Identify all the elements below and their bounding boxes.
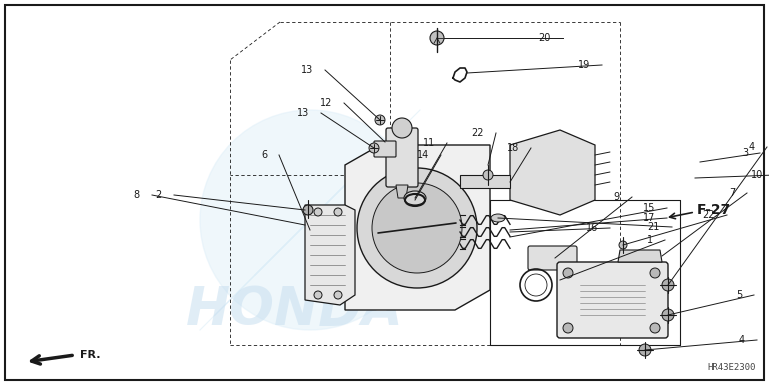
Text: 4: 4 (739, 335, 745, 345)
Text: 19: 19 (578, 60, 590, 70)
Text: F-27: F-27 (697, 203, 731, 217)
Text: 11: 11 (423, 138, 435, 148)
Circle shape (314, 291, 322, 299)
Text: 17: 17 (643, 213, 655, 223)
Ellipse shape (404, 191, 426, 205)
Text: 20: 20 (538, 33, 551, 43)
Circle shape (375, 115, 385, 125)
Circle shape (662, 309, 674, 321)
FancyBboxPatch shape (557, 262, 668, 338)
Text: 12: 12 (320, 98, 332, 108)
Text: 21: 21 (647, 222, 660, 232)
Circle shape (357, 168, 477, 288)
Circle shape (430, 31, 444, 45)
FancyBboxPatch shape (386, 128, 418, 187)
Text: 1: 1 (647, 235, 653, 245)
Circle shape (392, 118, 412, 138)
Circle shape (662, 279, 674, 291)
Polygon shape (345, 145, 490, 310)
Text: 14: 14 (417, 150, 429, 160)
Text: 5: 5 (736, 290, 742, 300)
FancyBboxPatch shape (374, 141, 396, 157)
Circle shape (303, 205, 313, 215)
Polygon shape (305, 205, 355, 305)
FancyBboxPatch shape (528, 246, 577, 270)
Text: FR.: FR. (80, 350, 101, 360)
Text: 15: 15 (643, 203, 655, 213)
Text: 6: 6 (261, 150, 267, 160)
Text: HONDA: HONDA (186, 284, 404, 336)
Text: 22: 22 (471, 128, 484, 138)
Text: HR43E2300: HR43E2300 (707, 363, 756, 372)
Text: 22: 22 (703, 210, 715, 220)
Text: 8: 8 (134, 190, 140, 200)
Text: 10: 10 (751, 170, 763, 180)
Text: 13: 13 (297, 108, 309, 118)
Ellipse shape (491, 214, 505, 222)
Text: 4: 4 (749, 142, 755, 152)
Circle shape (650, 268, 660, 278)
Polygon shape (618, 250, 662, 262)
Circle shape (563, 323, 573, 333)
Circle shape (200, 110, 420, 330)
Circle shape (369, 143, 379, 153)
Circle shape (483, 170, 493, 180)
Circle shape (334, 208, 342, 216)
Circle shape (639, 344, 651, 356)
Circle shape (372, 183, 462, 273)
Text: 13: 13 (301, 65, 313, 75)
Circle shape (650, 323, 660, 333)
Text: 18: 18 (507, 143, 519, 153)
Text: 3: 3 (742, 148, 748, 158)
Text: 9: 9 (614, 192, 620, 202)
Circle shape (563, 268, 573, 278)
Text: 7: 7 (729, 188, 735, 198)
Text: 16: 16 (586, 223, 598, 233)
Polygon shape (460, 175, 510, 188)
Circle shape (314, 208, 322, 216)
Circle shape (619, 241, 627, 249)
Polygon shape (396, 185, 408, 198)
Circle shape (334, 291, 342, 299)
Text: MO: MO (434, 231, 466, 249)
Text: 2: 2 (156, 190, 162, 200)
Polygon shape (510, 130, 595, 215)
